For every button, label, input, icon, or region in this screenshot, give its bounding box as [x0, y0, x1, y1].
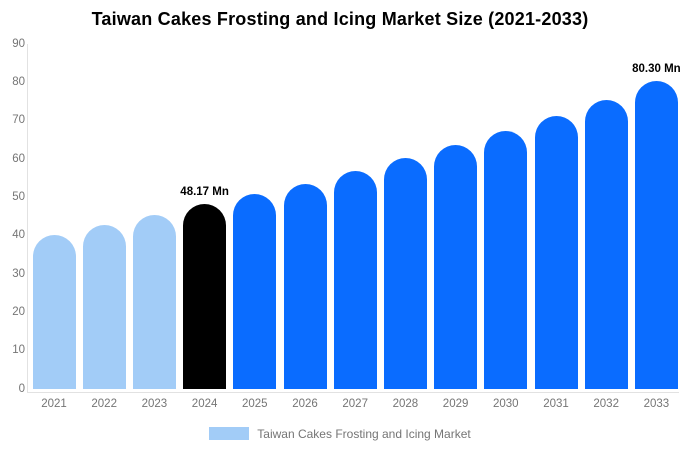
y-tick-70: 70: [12, 114, 25, 127]
bar-2027[interactable]: [333, 171, 377, 389]
chart-title: Taiwan Cakes Frosting and Icing Market S…: [91, 9, 589, 29]
y-tick-20: 20: [12, 305, 25, 318]
x-tick-2028: 2028: [392, 398, 419, 410]
legend-label: Taiwan Cakes Frosting and Icing Market: [257, 426, 471, 441]
bar-2021[interactable]: [32, 234, 76, 389]
bar-2028[interactable]: [383, 158, 427, 389]
bar-2031[interactable]: [534, 115, 578, 389]
x-tick-2032: 2032: [593, 398, 619, 410]
bar-2025[interactable]: [233, 194, 277, 389]
y-tick-50: 50: [12, 190, 25, 203]
bar-2024[interactable]: [183, 204, 227, 389]
x-tick-2029: 2029: [442, 398, 469, 410]
bar-2022[interactable]: [82, 225, 126, 389]
x-tick-2030: 2030: [493, 398, 519, 410]
y-tick-40: 40: [12, 229, 25, 242]
value-label-2024: 48.17 Mn: [180, 186, 229, 199]
x-tick-2033: 2033: [643, 398, 670, 410]
y-tick-10: 10: [12, 344, 25, 357]
bar-2032[interactable]: [584, 99, 628, 389]
bar-2023[interactable]: [132, 215, 176, 389]
y-tick-90: 90: [12, 37, 25, 50]
plot-area: 0 10 20 30 40 50 60 70 80 90 2021 2022 2023 2024 48.17…: [12, 38, 680, 411]
x-tick-2031: 2031: [543, 398, 569, 410]
y-tick-0: 0: [18, 382, 25, 395]
value-label-2033: 80.30 Mn: [632, 63, 680, 76]
x-tick-2026: 2026: [292, 398, 318, 410]
x-tick-2027: 2027: [342, 398, 368, 410]
bar-2026[interactable]: [283, 183, 327, 389]
y-tick-60: 60: [12, 152, 25, 165]
bar-2029[interactable]: [434, 144, 478, 389]
y-tick-80: 80: [12, 75, 25, 88]
bar-2030[interactable]: [484, 130, 528, 389]
y-tick-30: 30: [12, 267, 25, 280]
x-tick-2022: 2022: [91, 398, 117, 410]
bar-2033[interactable]: [634, 81, 678, 389]
x-tick-2025: 2025: [242, 398, 268, 410]
x-tick-2021: 2021: [41, 398, 67, 410]
legend-swatch: [209, 427, 250, 440]
legend: Taiwan Cakes Frosting and Icing Market: [0, 426, 680, 441]
x-tick-2023: 2023: [141, 398, 168, 410]
x-tick-2024: 2024: [191, 398, 218, 410]
legend-item[interactable]: Taiwan Cakes Frosting and Icing Market: [209, 426, 471, 441]
